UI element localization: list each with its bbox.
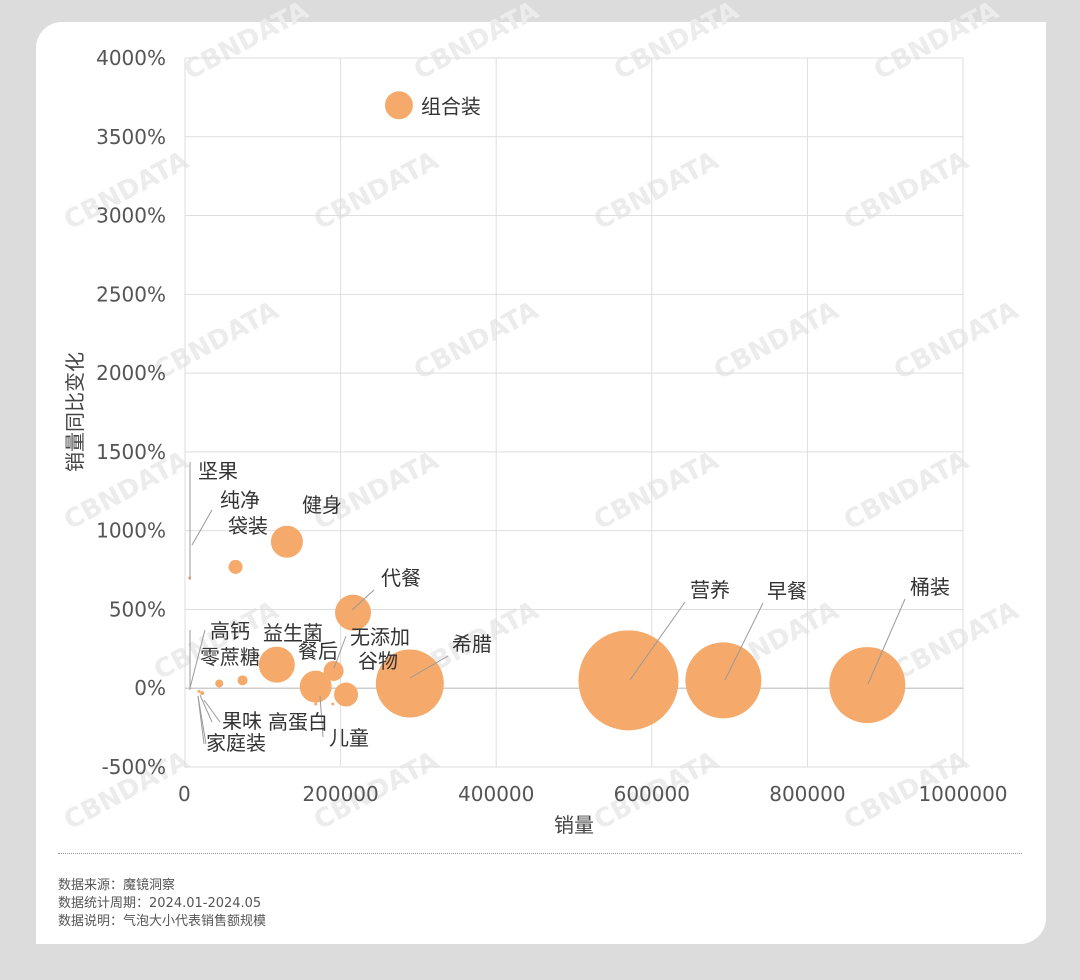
- bubble-健身: [270, 525, 303, 558]
- bubble-果味: [200, 690, 205, 695]
- bubble-label: 坚果: [198, 459, 238, 483]
- y-axis-ticks: -500% 0% 500% 1000% 1500% 2000% 2500% 3000% 3500…: [96, 46, 166, 779]
- bubble-餐后: [299, 670, 332, 703]
- bubble-label: 早餐: [767, 579, 807, 603]
- bubble-label: 组合装: [421, 94, 481, 118]
- bubble-高钙: [237, 675, 248, 686]
- watermark-text: CBNDATA: [589, 446, 723, 536]
- bubble-营养: [578, 630, 679, 731]
- bubble-layer: [188, 91, 906, 731]
- watermark-text: CBNDATA: [589, 146, 723, 236]
- label-leader-line: [724, 602, 764, 681]
- y-tick-label: 500%: [109, 597, 166, 621]
- label-leader-line: [333, 635, 347, 669]
- x-tick-label: 800000: [769, 782, 845, 806]
- x-axis-ticks: 0 200000 400000 600000 800000 1000000: [178, 782, 1008, 806]
- bubble-label: 健身: [302, 493, 342, 517]
- bubble-label: 高钙: [210, 619, 250, 643]
- bubble-希腊: [375, 649, 444, 718]
- y-tick-label: 1500%: [96, 440, 166, 464]
- bubble-组合装: [384, 91, 413, 120]
- bubble-label: 纯净: [220, 488, 260, 512]
- y-tick-label: 3000%: [96, 204, 166, 228]
- footer-note: 数据说明：气泡大小代表销售额规模: [58, 914, 267, 929]
- watermark-text: CBNDATA: [309, 146, 443, 236]
- bubble-label: 谷物: [358, 649, 398, 673]
- bubble-label: 家庭装: [206, 731, 266, 755]
- label-leader-line: [351, 589, 375, 611]
- y-tick-label: -500%: [102, 755, 166, 779]
- bubble-谷物: [334, 682, 359, 707]
- bubble-label: 桶装: [910, 575, 950, 599]
- watermark-text: CBNDATA: [179, 0, 313, 86]
- watermark-text: CBNDATA: [409, 0, 543, 86]
- label-leader-line: [199, 694, 213, 723]
- bubble-纯净袋装: [228, 559, 243, 574]
- footer-source: 数据来源：魔镜洞察: [58, 878, 176, 893]
- watermark-text: CBNDATA: [609, 0, 743, 86]
- bubble-label: 果味: [222, 709, 262, 733]
- watermark-text: CBNDATA: [839, 446, 973, 536]
- bubble-代餐: [335, 594, 372, 631]
- bubble-高蛋白: [314, 702, 318, 706]
- bubble-label: 营养: [690, 578, 730, 602]
- y-tick-label: 2500%: [96, 282, 166, 306]
- footer-divider: [58, 853, 1022, 854]
- bubble-零蔗糖: [215, 679, 224, 688]
- label-leader-line: [203, 699, 221, 723]
- bubble-label: 餐后: [298, 639, 338, 663]
- label-leader-line: [409, 655, 449, 679]
- bubble-家庭装: [197, 689, 201, 693]
- y-tick-label: 0%: [134, 676, 166, 700]
- watermark-text: CBNDATA: [869, 0, 1003, 86]
- x-tick-label: 200000: [302, 782, 378, 806]
- label-leader-line: [629, 601, 686, 681]
- bubble-label: 无添加: [350, 625, 410, 649]
- bubble-label: 零蔗糖: [200, 645, 260, 669]
- bubble-桶装: [829, 647, 906, 724]
- y-tick-label: 1000%: [96, 519, 166, 543]
- x-tick-label: 400000: [458, 782, 534, 806]
- bubble-label: 高蛋白: [268, 710, 328, 734]
- y-axis-title: 销量同比变化: [63, 352, 87, 472]
- watermark-text: CBNDATA: [839, 146, 973, 236]
- footer: 数据来源：魔镜洞察 数据统计周期：2024.01-2024.05 数据说明：气泡…: [58, 877, 266, 931]
- label-leader-line: [319, 695, 324, 738]
- bubble-益生菌: [258, 646, 295, 683]
- bubble-label: 儿童: [329, 726, 369, 750]
- chart-card: [36, 22, 1046, 944]
- label-leader-line: [867, 598, 906, 685]
- label-leaders: [189, 462, 906, 745]
- bubble-label: 袋装: [228, 514, 268, 538]
- bubble-label: 代餐: [381, 566, 421, 590]
- label-leader-line: [197, 695, 207, 745]
- bubble-儿童: [331, 702, 335, 706]
- bubble-label: 益生菌: [263, 621, 323, 645]
- watermark-text: CBNDATA: [309, 446, 443, 536]
- y-tick-label: 4000%: [96, 46, 166, 70]
- x-tick-label: 1000000: [918, 782, 1007, 806]
- footer-period: 数据统计周期：2024.01-2024.05: [58, 896, 262, 911]
- x-axis-title: 销量: [554, 813, 594, 837]
- label-leader-line: [191, 509, 213, 546]
- label-leader-line: [189, 629, 206, 689]
- bubble-label: 希腊: [452, 632, 492, 656]
- y-tick-label: 2000%: [96, 361, 166, 385]
- bubble-早餐: [685, 642, 762, 719]
- x-tick-label: 600000: [614, 782, 690, 806]
- bubble-无添加: [323, 660, 344, 681]
- x-tick-label: 0: [178, 782, 191, 806]
- y-tick-label: 3500%: [96, 125, 166, 149]
